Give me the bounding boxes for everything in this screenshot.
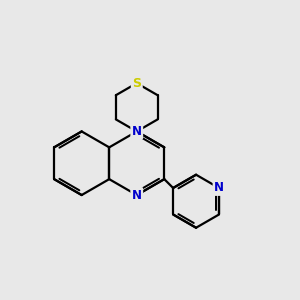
Text: N: N [132,125,142,138]
Text: N: N [132,188,142,202]
Text: S: S [132,77,141,90]
Text: N: N [214,182,224,194]
